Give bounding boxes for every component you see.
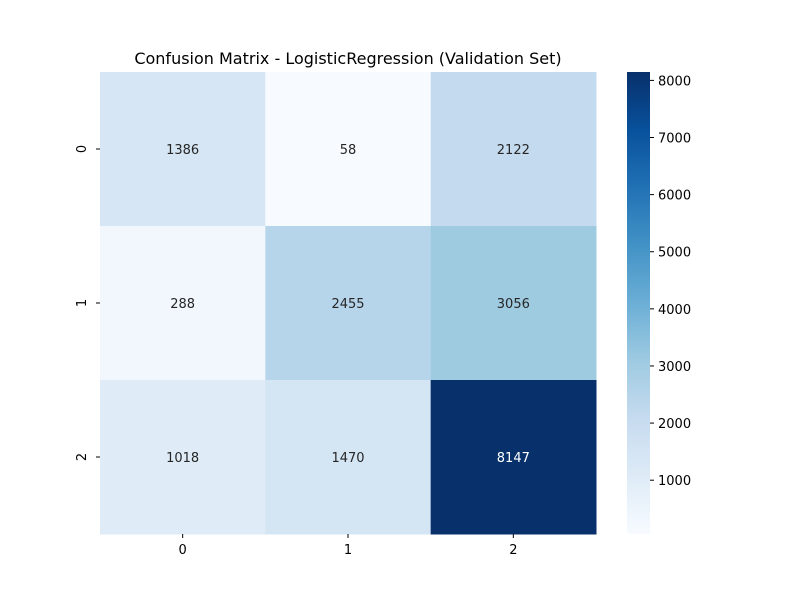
colorbar-tick-label-0: 1000 [658, 474, 691, 489]
y-tick-label-0: 0 [75, 145, 90, 153]
heatmap-cell-2-0 [100, 380, 266, 535]
colorbar-tick-label-6: 7000 [658, 132, 691, 147]
colorbar-tick-label-5: 6000 [658, 189, 691, 204]
heatmap-cell-1-1 [265, 226, 432, 381]
colorbar-tick-label-1: 2000 [658, 417, 691, 432]
heatmap-cell-1-0 [100, 226, 266, 381]
cell-value-labels: 1386 58 2122 288 2455 3056 1018 1470 8147 [166, 143, 530, 466]
y-axis: 0 1 2 [75, 145, 100, 461]
colorbar-tick-label-2: 3000 [658, 360, 691, 375]
x-tick-label-2: 2 [509, 543, 517, 558]
cell-value-label-0-0: 1386 [166, 143, 199, 158]
cell-value-label-0-1: 58 [340, 143, 357, 158]
heatmap-cells [100, 72, 597, 535]
y-tick-label-1: 1 [75, 299, 90, 307]
cell-value-label-1-0: 288 [170, 297, 195, 312]
chart-title: Confusion Matrix - LogisticRegression (V… [134, 49, 561, 68]
heatmap-cell-0-1 [265, 72, 432, 227]
colorbar-tick-label-4: 5000 [658, 246, 691, 261]
heatmap-cell-2-2 [430, 380, 597, 535]
cell-value-label-1-1: 2455 [331, 297, 364, 312]
cell-value-label-2-2: 8147 [497, 451, 530, 466]
colorbar: 1000 2000 3000 4000 5000 6000 7000 8000 [627, 72, 691, 534]
y-tick-label-2: 2 [75, 453, 90, 461]
colorbar-tick-label-3: 4000 [658, 303, 691, 318]
x-tick-label-1: 1 [344, 543, 352, 558]
heatmap-cell-0-2 [430, 72, 597, 227]
cell-value-label-2-1: 1470 [331, 451, 364, 466]
colorbar-tick-label-7: 8000 [658, 74, 691, 89]
x-tick-label-0: 0 [179, 543, 187, 558]
cell-value-label-1-2: 3056 [497, 297, 530, 312]
cell-value-label-2-0: 1018 [166, 451, 199, 466]
heatmap-cell-2-1 [265, 380, 432, 535]
x-axis: 0 1 2 [179, 534, 517, 558]
heatmap-cell-0-0 [100, 72, 266, 227]
heatmap-cell-1-2 [430, 226, 597, 381]
colorbar-gradient [627, 72, 650, 534]
cell-value-label-0-2: 2122 [497, 143, 530, 158]
